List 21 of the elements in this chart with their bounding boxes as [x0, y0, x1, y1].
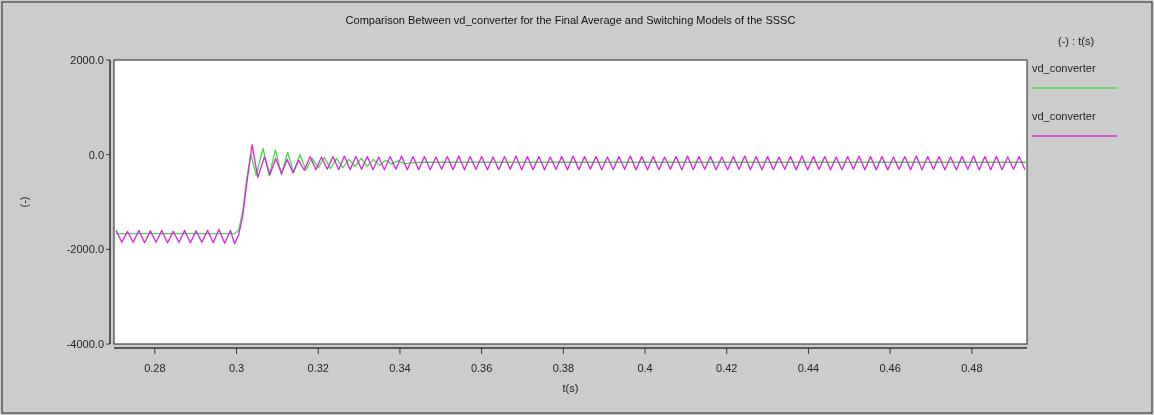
x-tick-label: 0.42: [716, 362, 738, 374]
x-tick-label: 0.28: [144, 362, 166, 374]
x-tick-label: 0.36: [470, 362, 493, 374]
text: vd_converter: [1032, 62, 1096, 74]
x-tick-label: 0.48: [961, 362, 983, 374]
chart-title: Comparison Between vd_converter for the Final Average and Switching Models of the SSSC: [345, 14, 796, 26]
x-tick-label: 0.32: [307, 362, 329, 374]
x-tick-label: 0.46: [879, 362, 901, 374]
x-tick-label: 0.44: [797, 362, 820, 374]
y-tick-label: -4000.0: [66, 337, 104, 350]
x-tick-label: 0.4: [637, 362, 653, 374]
y-tick-label: 2000.0: [70, 53, 104, 66]
y-tick-label: 0.0: [88, 148, 104, 161]
x-tick-label: 0.38: [552, 362, 575, 374]
x-tick-label: 0.3: [228, 362, 245, 374]
y-tick-label: -2000.0: [66, 243, 104, 256]
legend-title: (-) : t(s): [1058, 35, 1095, 47]
x-tick-label: 0.34: [389, 362, 411, 374]
y-axis-title: (-): [18, 196, 30, 208]
x-axis-title: t(s): [562, 382, 579, 394]
text: vd_converter: [1032, 110, 1096, 122]
